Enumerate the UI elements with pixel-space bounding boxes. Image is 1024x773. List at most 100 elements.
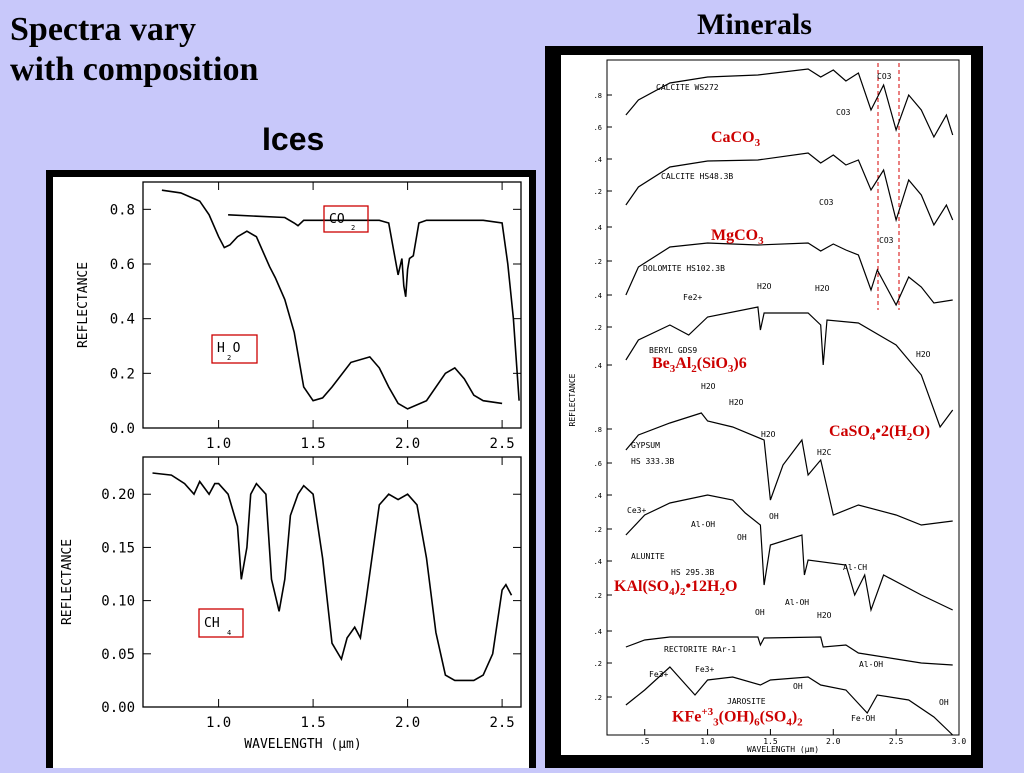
- mineral-spectrum-1: [625, 152, 954, 227]
- y-tick-label: .8: [594, 92, 602, 100]
- sample-name-calcite-ws272: CALCITE WS272: [656, 83, 719, 92]
- band-al-ch: Al-CH: [843, 563, 867, 572]
- sample-name-rectorite: RECTORITE RAr-1: [664, 645, 736, 654]
- band-h2o-6: H2O: [761, 430, 776, 439]
- x-tick-label: 2.0: [826, 737, 841, 746]
- band-oh-3: OH: [755, 608, 765, 617]
- y-tick-label: .4: [594, 628, 602, 636]
- formula-jarosite: KFe+33(OH)6(SO4)2: [672, 706, 803, 729]
- band-oh-1: OH: [737, 533, 747, 542]
- band-al-oh-3: Al-OH: [859, 660, 883, 669]
- formula-gypsum: CaSO4•2(H2O): [829, 423, 931, 444]
- band-fe-oh: Fe-OH: [851, 714, 875, 723]
- x-tick-label: 1.5: [300, 715, 325, 731]
- x-tick-label: .5: [640, 737, 650, 746]
- sample-name-dolomite: DOLOMITE HS102.3B: [643, 264, 725, 273]
- y-tick-label: .2: [594, 694, 602, 702]
- y-tick-label: 0.6: [110, 257, 135, 273]
- ch4-label-box: CH 4: [198, 608, 244, 638]
- h2o-label: H O: [217, 341, 241, 356]
- band-ce3: Ce3+: [627, 506, 646, 515]
- band-co3-1: CO3: [877, 72, 892, 81]
- y-tick-label: 0.00: [101, 700, 135, 716]
- minerals-series-group: [625, 68, 954, 736]
- minerals-x-axis: .5 1.0 1.5 2.0 2.5 3.0: [640, 729, 967, 746]
- y-tick-label: .4: [594, 224, 602, 232]
- y-tick-label: .6: [594, 124, 602, 132]
- mineral-spectrum-5: [625, 494, 953, 613]
- mineral-spectrum-6: [625, 636, 953, 666]
- ices-charts: 0.0 0.2 0.4 0.6 0.8 1.0 1.5 2.0 2.5 REFLECTANCE…: [60, 181, 522, 752]
- h2o-subscript: 2: [227, 354, 231, 362]
- slide-title: Spectra vary with composition: [10, 10, 330, 90]
- y-tick-label: .4: [594, 292, 602, 300]
- sample-name-gypsum-line1: GYPSUM: [631, 441, 660, 450]
- band-h2o-1: H2O: [757, 282, 772, 291]
- formula-alunite: KAl(SO4)2•12H2O: [614, 578, 738, 599]
- band-oh-2: OH: [769, 512, 779, 521]
- mineral-spectrum-3: [625, 306, 954, 429]
- minerals-panel: .5 1.0 1.5 2.0 2.5 3.0 .8 .6 .4 .2 .4 .2 .4 .2 .4 .8 .6…: [561, 55, 971, 755]
- band-fe2: Fe2+: [683, 293, 702, 302]
- top-series-group: [161, 189, 520, 410]
- top-chart-frame: [142, 181, 522, 429]
- y-tick-label: 0.2: [110, 366, 135, 382]
- sample-name-alunite-line1: ALUNITE: [631, 552, 665, 561]
- y-tick-label: .4: [594, 156, 602, 164]
- sample-name-beryl: BERYL GDS9: [649, 346, 697, 355]
- y-tick-label: 0.4: [110, 312, 135, 328]
- sample-name-calcite-hs48: CALCITE HS48.3B: [661, 172, 733, 181]
- y-tick-label: .6: [594, 460, 602, 468]
- minerals-y-axis-label: REFLECTANCE: [568, 373, 577, 426]
- band-h2c: H2C: [817, 448, 832, 457]
- x-tick-label: 1.0: [206, 715, 231, 731]
- y-tick-label: 0.10: [101, 594, 135, 610]
- slide-title-line2: with composition: [10, 51, 259, 88]
- sample-name-jarosite: JAROSITE: [727, 697, 766, 706]
- band-h2o-3: H2O: [916, 350, 931, 359]
- sample-name-alunite: ALUNITE HS 295.3B: [631, 552, 715, 577]
- y-tick-label: .2: [594, 188, 602, 196]
- bottom-x-axis-label: WAVELENGTH (μm): [244, 737, 361, 752]
- band-oh-4: OH: [793, 682, 803, 691]
- minerals-heading: Minerals: [697, 8, 812, 41]
- y-tick-label: 0.15: [101, 540, 135, 556]
- y-tick-label: .2: [594, 324, 602, 332]
- y-tick-label: .2: [594, 526, 602, 534]
- minerals-y-axis: .8 .6 .4 .2 .4 .2 .4 .2 .4 .8 .6 .4 .2 .4 .2 .4 .2 .2: [594, 92, 612, 702]
- x-tick-label: 1.0: [206, 436, 231, 452]
- top-y-axis-label: REFLECTANCE: [76, 262, 91, 348]
- y-tick-label: 0.8: [110, 202, 135, 218]
- ices-heading: Ices: [262, 121, 325, 157]
- slide-title-line1: Spectra vary: [10, 11, 197, 48]
- band-fe3-2: Fe3+: [695, 665, 714, 674]
- bottom-x-axis: 1.0 1.5 2.0 2.5: [206, 457, 515, 731]
- bottom-chart-frame: [142, 456, 522, 708]
- bottom-y-axis: 0.00 0.05 0.10 0.15 0.20: [101, 487, 521, 716]
- ices-panel: 0.0 0.2 0.4 0.6 0.8 1.0 1.5 2.0 2.5 REFLECTANCE…: [53, 177, 529, 768]
- series-line-ch4: [152, 472, 513, 682]
- top-x-axis: 1.0 1.5 2.0 2.5: [206, 182, 515, 452]
- sample-name-gypsum: GYPSUM HS 333.3B: [631, 441, 675, 466]
- band-annotations: CO3 CO3 CO3 CO3 Fe2+ H2O H2O H2O H2O H2O…: [627, 72, 949, 723]
- mineral-spectrum-7: [625, 666, 954, 736]
- y-tick-label: .4: [594, 558, 602, 566]
- minerals-chart-frame: [606, 59, 960, 736]
- x-tick-label: 1.5: [763, 737, 778, 746]
- bottom-series-group: [152, 472, 513, 682]
- band-fe3-1: Fe3+: [649, 670, 668, 679]
- mineral-spectrum-4: [625, 412, 953, 526]
- bottom-y-axis-label: REFLECTANCE: [60, 539, 75, 625]
- band-h2o-2: H2O: [815, 284, 830, 293]
- y-tick-label: .2: [594, 592, 602, 600]
- band-co3-2: CO3: [836, 108, 851, 117]
- y-tick-label: .2: [594, 660, 602, 668]
- formula-caco3: CaCO3: [711, 129, 761, 150]
- series-line-h2o: [161, 189, 503, 410]
- x-tick-label: 3.0: [952, 737, 967, 746]
- series-line-co2: [228, 214, 520, 401]
- co2-subscript: 2: [351, 224, 355, 232]
- h2o-label-box: H O 2: [211, 334, 258, 364]
- minerals-chart: .5 1.0 1.5 2.0 2.5 3.0 .8 .6 .4 .2 .4 .2 .4 .2 .4 .8 .6…: [568, 59, 967, 754]
- mineral-spectrum-0: [625, 68, 954, 139]
